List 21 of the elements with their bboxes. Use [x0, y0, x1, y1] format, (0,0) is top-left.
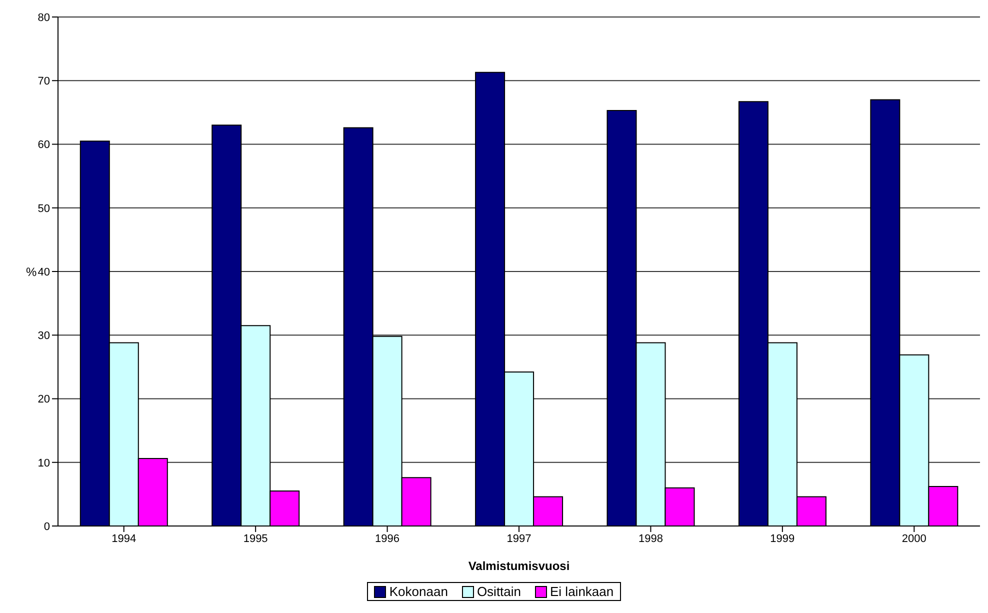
y-tick-label: 10 [38, 457, 50, 470]
y-tick-label: 20 [38, 394, 50, 406]
y-tick-label: 80 [38, 12, 50, 24]
y-tick-label: 50 [38, 202, 50, 215]
legend-label: Ei lainkaan [549, 584, 614, 599]
y-tick-label: 0 [44, 520, 50, 533]
x-axis-title: Valmistumisvuosi [468, 559, 570, 573]
x-tick-label: 1997 [506, 532, 532, 545]
x-tick-label: 1995 [243, 532, 268, 545]
x-tick-label: 1994 [112, 532, 136, 545]
y-axis-title: % [26, 264, 37, 279]
y-tick-label: 60 [38, 139, 50, 152]
x-tick-label: 2000 [902, 532, 926, 545]
y-tick-label: 40 [38, 266, 50, 278]
y-tick-label: 30 [38, 330, 50, 342]
legend-label: Kokonaan [388, 584, 448, 599]
x-tick-label: 1999 [770, 532, 795, 545]
y-tick-label: 70 [38, 76, 50, 88]
legend-label: Osittain [476, 584, 522, 599]
x-tick-label: 1998 [638, 532, 663, 545]
x-tick-label: 1996 [375, 532, 400, 545]
